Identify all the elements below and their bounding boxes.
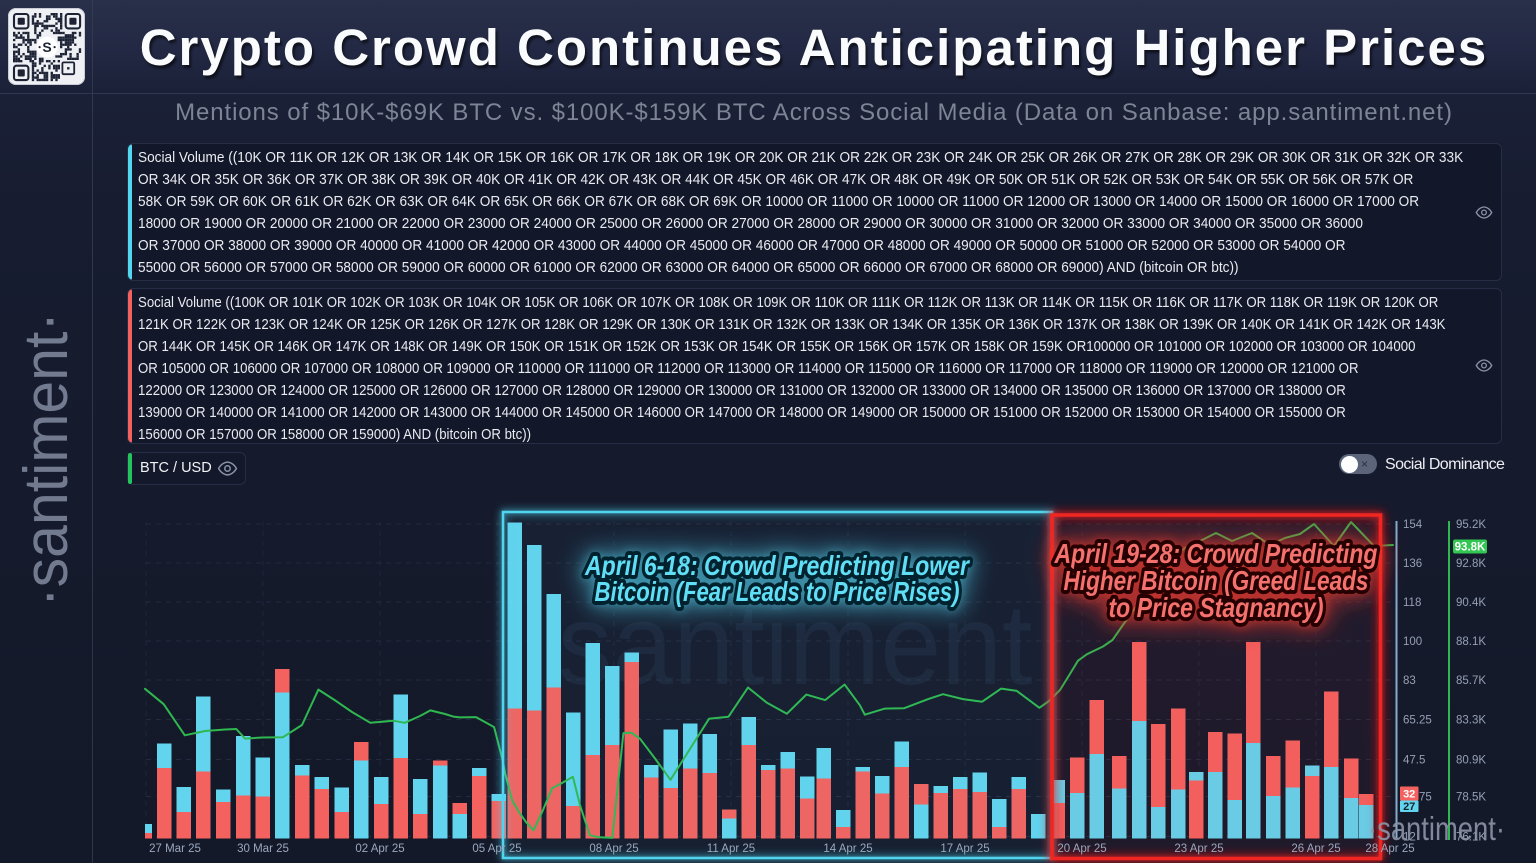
svg-text:05 Apr 25: 05 Apr 25 (472, 843, 521, 855)
svg-text:12: 12 (1403, 832, 1416, 844)
svg-text:83.3K: 83.3K (1456, 715, 1486, 727)
svg-text:April 19-28: Crowd Predicting: April 19-28: Crowd Predicting (1054, 538, 1378, 569)
svg-text:92.8K: 92.8K (1456, 558, 1486, 570)
svg-text:02 Apr 25: 02 Apr 25 (355, 843, 404, 855)
svg-text:76.1K: 76.1K (1456, 832, 1486, 844)
svg-text:27: 27 (1403, 801, 1415, 813)
svg-text:20 Apr 25: 20 Apr 25 (1057, 843, 1106, 855)
svg-text:Higher Bitcoin (Greed Leads: Higher Bitcoin (Greed Leads (1064, 565, 1369, 596)
svg-text:136: 136 (1403, 558, 1422, 570)
svg-text:65.25: 65.25 (1403, 715, 1432, 727)
svg-text:to Price Stagnancy): to Price Stagnancy) (1109, 592, 1324, 623)
svg-text:23 Apr 25: 23 Apr 25 (1174, 843, 1223, 855)
svg-text:100: 100 (1403, 636, 1422, 648)
svg-text:93.8K: 93.8K (1455, 542, 1486, 554)
svg-text:27 Mar 25: 27 Mar 25 (149, 843, 201, 855)
svg-text:95.2K: 95.2K (1456, 519, 1486, 531)
svg-text:88.1K: 88.1K (1456, 636, 1486, 648)
svg-text:26 Apr 25: 26 Apr 25 (1291, 843, 1340, 855)
svg-text:08 Apr 25: 08 Apr 25 (589, 843, 638, 855)
svg-text:S: S (42, 39, 51, 55)
svg-text:·santiment·: ·santiment· (12, 312, 81, 607)
svg-text:11 Apr 25: 11 Apr 25 (707, 843, 755, 855)
svg-text:·santiment·: ·santiment· (1368, 810, 1505, 847)
svg-text:154: 154 (1403, 519, 1423, 531)
svg-text:47.5: 47.5 (1403, 755, 1425, 767)
svg-text:78.5K: 78.5K (1456, 792, 1486, 804)
svg-text:80.9K: 80.9K (1456, 755, 1486, 767)
svg-text:83: 83 (1403, 675, 1416, 687)
svg-text:17 Apr 25: 17 Apr 25 (940, 843, 989, 855)
svg-text:Bitcoin (Fear Leads to Price R: Bitcoin (Fear Leads to Price Rises) (595, 576, 960, 607)
svg-text:14 Apr 25: 14 Apr 25 (823, 843, 872, 855)
svg-text:90.4K: 90.4K (1456, 597, 1486, 609)
svg-text:April 6-18: Crowd Predicting L: April 6-18: Crowd Predicting Lower (584, 550, 971, 581)
svg-text:30 Mar 25: 30 Mar 25 (237, 843, 289, 855)
svg-text:32: 32 (1403, 789, 1415, 801)
svg-text:118: 118 (1403, 597, 1421, 609)
svg-text:85.7K: 85.7K (1456, 675, 1486, 687)
svg-text:28 Apr 25: 28 Apr 25 (1365, 843, 1414, 855)
